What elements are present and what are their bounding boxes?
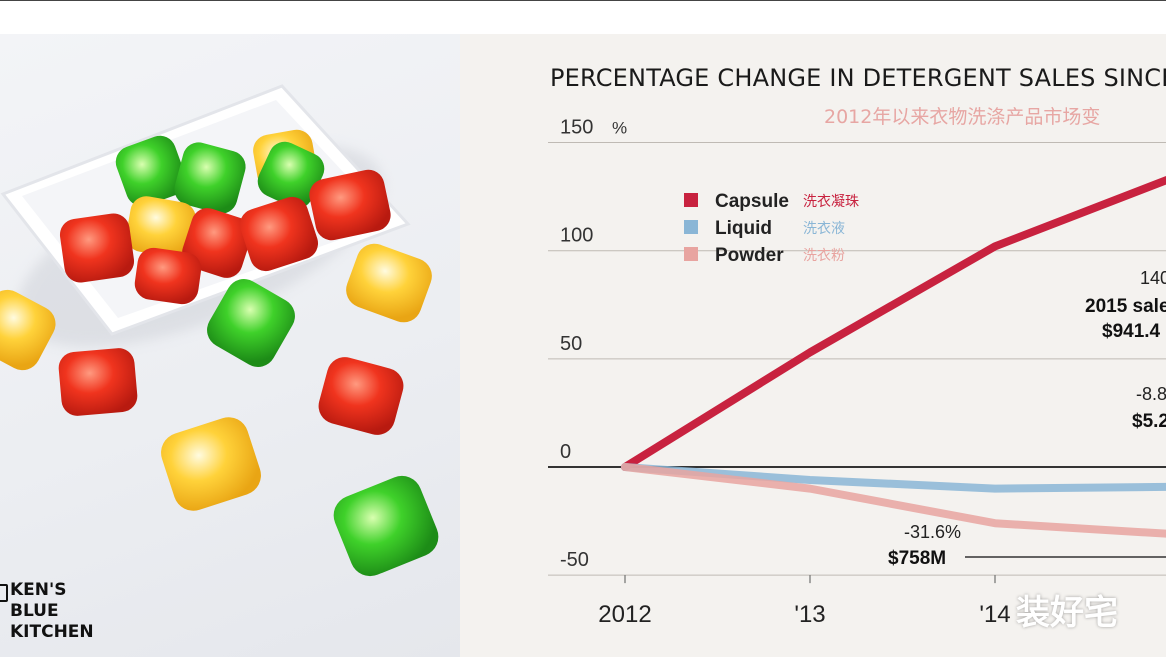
y-tick-label: 100 (560, 225, 593, 247)
liquid-pct-annotation: -8.8 (1136, 384, 1166, 404)
legend-label-capsule: Capsule (715, 191, 789, 212)
product-photo: KEN'S BLUE KITCHEN (0, 34, 460, 657)
kens-blue-kitchen-logo: KEN'S BLUE KITCHEN (0, 580, 94, 643)
y-unit-label: % (612, 119, 627, 138)
liquid-sales-value: $5.2 (1132, 411, 1166, 432)
y-tick-label: 50 (560, 333, 582, 355)
y-tick-label: -50 (560, 549, 589, 571)
series-line-capsule (621, 176, 1166, 471)
legend-swatch-capsule (684, 193, 698, 207)
top-strip (0, 0, 1166, 34)
legend-label-liquid: Liquid (715, 218, 772, 239)
watermark: 装好宅 (1016, 593, 1118, 633)
chart-subtitle: 2012年以来衣物洗涤产品市场变 (824, 106, 1101, 128)
chart-title: PERCENTAGE CHANGE IN DETERGENT SALES SIN… (550, 64, 1166, 92)
logo-line-2: BLUE (10, 601, 59, 621)
logo-line-1: KEN'S (10, 580, 67, 600)
capsule-sales-label: 2015 sale (1085, 296, 1166, 317)
series-line-powder (621, 463, 1166, 538)
y-tick-label: 150 (560, 117, 593, 139)
y-tick-label: 0 (560, 441, 571, 463)
chart-panel: PERCENTAGE CHANGE IN DETERGENT SALES SIN… (460, 34, 1166, 657)
legend-label-cn-liquid: 洗衣液 (803, 220, 845, 236)
detergent-pods-illustration (0, 84, 439, 577)
logo-line-3: KITCHEN (10, 622, 94, 642)
legend-swatch-powder (684, 247, 698, 261)
capsule-pct-annotation: 140 (1140, 268, 1166, 288)
powder-pct-annotation: -31.6% (904, 522, 961, 542)
x-tick-label: '14 (979, 601, 1010, 628)
legend-label-cn-capsule: 洗衣凝珠 (803, 193, 859, 209)
powder-sales-value: $758M (888, 548, 946, 569)
logo-icon (0, 584, 8, 602)
series-line-liquid (621, 463, 1166, 493)
legend-label-powder: Powder (715, 245, 784, 266)
loose-pods (0, 243, 439, 577)
capsule-sales-value: $941.4 (1102, 321, 1161, 342)
legend-label-cn-powder: 洗衣粉 (803, 247, 845, 263)
x-tick-label: 2012 (598, 601, 651, 628)
pods-in-tray (59, 129, 391, 305)
x-tick-label: '13 (794, 601, 825, 628)
legend-swatch-liquid (684, 220, 698, 234)
line-chart: 150 100 50 0 -50% 2012 '13 '14 Capsule 洗衣凝珠 Liquid… (548, 117, 1166, 628)
